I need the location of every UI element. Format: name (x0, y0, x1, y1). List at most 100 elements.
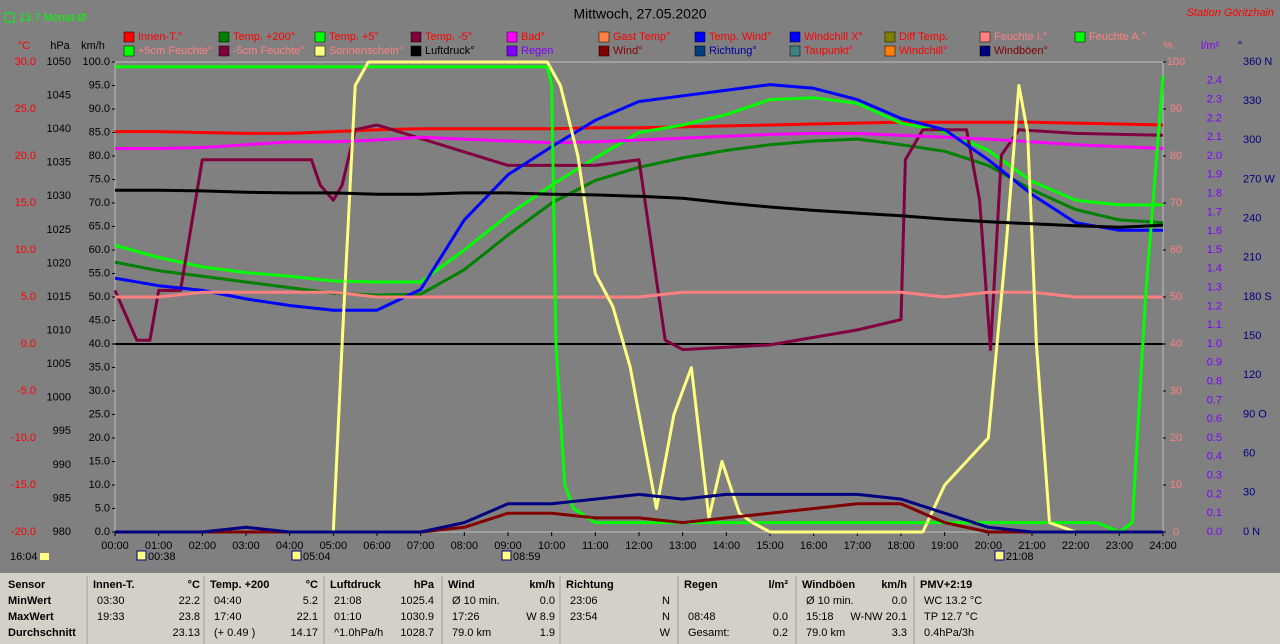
cell-label: 17:40 (214, 611, 242, 623)
column-unit: °C (188, 579, 200, 591)
x-tick-label: 11:00 (582, 540, 609, 552)
y-tick-label: 1.8 (1207, 188, 1222, 200)
y-tick-label: 0.7 (1207, 394, 1222, 406)
y-tick-label: -5.0 (17, 385, 36, 397)
cell-value: 23.13 (172, 627, 200, 639)
stats-panel (0, 573, 1280, 644)
y-tick-label: 10 (1170, 479, 1182, 491)
marker-icon (40, 553, 49, 560)
cell-label: TP 12.7 °C (924, 611, 978, 623)
y-tick-label: 70 (1170, 197, 1182, 209)
cell-value: 0.2 (773, 627, 788, 639)
legend-label: Sonnenschein° (329, 45, 403, 57)
cell-label: 0.4hPa/3h (924, 627, 974, 639)
y-tick-label: 0.0 (1207, 526, 1222, 538)
legend-label: Innen-T.° (138, 31, 182, 43)
column-header: Richtung (566, 579, 614, 591)
y-tick-label: 1020 (47, 257, 71, 269)
y-tick-label: 100 (1167, 56, 1185, 68)
y-tick-label: 90.0 (89, 103, 110, 115)
y-tick-label: 60 (1170, 244, 1182, 256)
y-tick-label: 1.4 (1207, 263, 1222, 275)
legend-swatch (410, 31, 422, 43)
chart-title: Mittwoch, 27.05.2020 (573, 6, 706, 22)
axis-unit: hPa (50, 40, 70, 52)
cell-value: 23.8 (179, 611, 200, 623)
cell-label: Gesamt: (688, 627, 730, 639)
y-tick-label: 1.1 (1207, 319, 1222, 331)
y-tick-label: 85.0 (89, 126, 110, 138)
column-header: PMV+2:19 (920, 579, 972, 591)
legend-swatch (598, 45, 610, 57)
y-tick-label: 1035 (47, 157, 71, 169)
time-marker: 16:04 (10, 551, 38, 563)
y-tick-label: 75.0 (89, 173, 110, 185)
cell-value: 1.9 (540, 627, 555, 639)
column-header: Innen-T. (93, 579, 135, 591)
legend-swatch (789, 45, 801, 57)
y-tick-label: -10.0 (11, 432, 36, 444)
column-unit: hPa (414, 579, 435, 591)
y-tick-label: 330 (1243, 95, 1261, 107)
y-tick-label: 70.0 (89, 197, 110, 209)
cell-value: W-NW 20.1 (850, 611, 907, 623)
y-tick-label: 35.0 (89, 361, 110, 373)
series-line (114, 83, 1163, 312)
y-tick-label: 0.2 (1207, 488, 1222, 500)
legend-swatch (314, 31, 326, 43)
cell-value: 0.0 (892, 595, 907, 607)
y-tick-label: 20.0 (89, 432, 110, 444)
y-tick-label: 5.0 (95, 502, 110, 514)
legend-label: Temp. +5° (329, 31, 379, 43)
y-tick-label: 1.2 (1207, 300, 1222, 312)
series-line (113, 123, 1164, 352)
y-tick-label: 60 (1243, 448, 1255, 460)
legend-label: +5cm Feuchte° (138, 45, 212, 57)
cell-value: 1030.9 (400, 611, 434, 623)
x-tick-label: 21:00 (1018, 540, 1046, 552)
column-header: Luftdruck (330, 579, 382, 591)
y-tick-label: 980 (53, 526, 71, 538)
row-label: Durchschnitt (8, 627, 76, 639)
legend-label: Windböen° (994, 45, 1048, 57)
y-tick-label: 0 N (1243, 526, 1260, 538)
y-tick-label: 0.4 (1207, 451, 1222, 463)
y-tick-label: 1045 (47, 89, 71, 101)
y-tick-label: 10.0 (15, 244, 36, 256)
y-tick-label: 30.0 (15, 56, 36, 68)
x-tick-label: 01:00 (145, 540, 173, 552)
row-label: MinWert (8, 595, 52, 607)
legend-swatch (218, 31, 230, 43)
y-tick-label: 80 (1170, 150, 1182, 162)
cell-label: 21:08 (334, 595, 362, 607)
y-tick-label: 40.0 (89, 338, 110, 350)
axis-unit: l/m² (1201, 40, 1220, 52)
time-marker: 21:08 (1006, 551, 1034, 563)
y-tick-label: 210 (1243, 252, 1261, 264)
y-tick-label: 1010 (47, 324, 71, 336)
y-tick-label: -20.0 (11, 526, 36, 538)
legend-swatch (789, 31, 801, 43)
y-tick-label: 1000 (47, 392, 71, 404)
y-tick-label: 1025 (47, 224, 71, 236)
y-tick-label: 1.3 (1207, 282, 1222, 294)
legend-swatch (506, 45, 518, 57)
row-label: MaxWert (8, 611, 54, 623)
y-tick-label: 0.6 (1207, 413, 1222, 425)
x-tick-label: 04:00 (276, 540, 304, 552)
cell-label: WC 13.2 °C (924, 595, 982, 607)
y-tick-label: 40 (1170, 338, 1182, 350)
y-tick-label: 100.0 (82, 56, 110, 68)
cell-value: W (660, 627, 671, 639)
y-tick-label: 360 N (1243, 56, 1272, 68)
cell-label: 08:48 (688, 611, 716, 623)
time-marker: 00:38 (148, 551, 176, 563)
y-tick-label: 30.0 (89, 385, 110, 397)
legend-swatch (979, 45, 991, 57)
y-tick-label: 1.9 (1207, 169, 1222, 181)
marker-icon (136, 550, 147, 561)
time-marker: 08:59 (513, 551, 541, 563)
column-unit: km/h (881, 579, 907, 591)
y-tick-label: 270 W (1243, 173, 1275, 185)
